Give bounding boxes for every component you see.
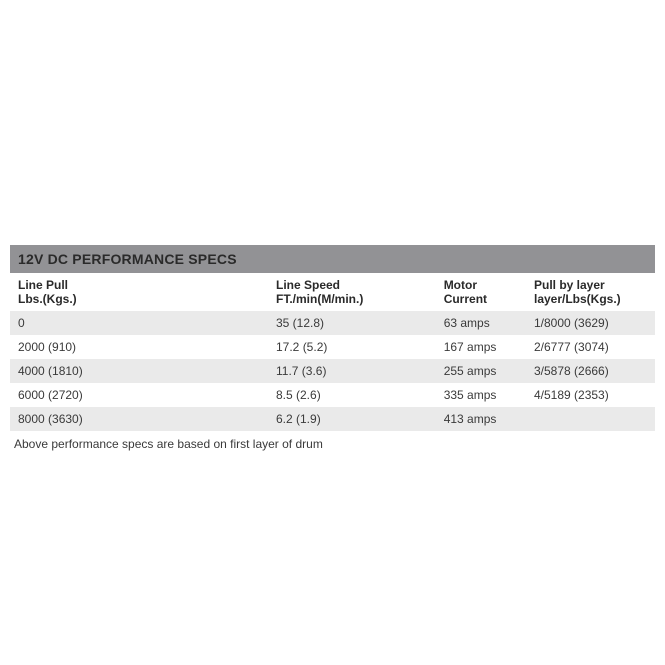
col-header-pull-by-layer: Pull by layer layer/Lbs(Kgs.)	[526, 273, 655, 311]
cell: 8.5 (2.6)	[268, 383, 436, 407]
col-header-line-speed: Line Speed FT./min(M/min.)	[268, 273, 436, 311]
cell: 11.7 (3.6)	[268, 359, 436, 383]
col-header-line-pull: Line Pull Lbs.(Kgs.)	[10, 273, 268, 311]
col-header-motor-current: Motor Current	[436, 273, 526, 311]
cell: 413 amps	[436, 407, 526, 431]
table-row: 4000 (1810) 11.7 (3.6) 255 amps 3/5878 (…	[10, 359, 655, 383]
header-text: Lbs.(Kgs.)	[18, 292, 77, 306]
cell: 6000 (2720)	[10, 383, 268, 407]
cell: 6.2 (1.9)	[268, 407, 436, 431]
header-text: Line Pull	[18, 278, 68, 292]
cell: 4000 (1810)	[10, 359, 268, 383]
spec-table-container: 12V DC PERFORMANCE SPECS Line Pull Lbs.(…	[10, 245, 655, 451]
cell: 167 amps	[436, 335, 526, 359]
table-row: 2000 (910) 17.2 (5.2) 167 amps 2/6777 (3…	[10, 335, 655, 359]
cell: 335 amps	[436, 383, 526, 407]
table-body: 0 35 (12.8) 63 amps 1/8000 (3629) 2000 (…	[10, 311, 655, 431]
cell: 0	[10, 311, 268, 335]
cell: 2000 (910)	[10, 335, 268, 359]
cell	[526, 407, 655, 431]
cell: 8000 (3630)	[10, 407, 268, 431]
header-text: FT./min(M/min.)	[276, 292, 363, 306]
header-row: Line Pull Lbs.(Kgs.) Line Speed FT./min(…	[10, 273, 655, 311]
cell: 4/5189 (2353)	[526, 383, 655, 407]
cell: 1/8000 (3629)	[526, 311, 655, 335]
header-text: Motor	[444, 278, 477, 292]
cell: 255 amps	[436, 359, 526, 383]
table-footnote: Above performance specs are based on fir…	[10, 431, 655, 451]
performance-table: Line Pull Lbs.(Kgs.) Line Speed FT./min(…	[10, 273, 655, 431]
table-row: 8000 (3630) 6.2 (1.9) 413 amps	[10, 407, 655, 431]
table-title: 12V DC PERFORMANCE SPECS	[10, 245, 655, 273]
cell: 63 amps	[436, 311, 526, 335]
header-text: Pull by layer	[534, 278, 605, 292]
header-text: layer/Lbs(Kgs.)	[534, 292, 621, 306]
table-row: 0 35 (12.8) 63 amps 1/8000 (3629)	[10, 311, 655, 335]
table-row: 6000 (2720) 8.5 (2.6) 335 amps 4/5189 (2…	[10, 383, 655, 407]
header-text: Line Speed	[276, 278, 340, 292]
cell: 17.2 (5.2)	[268, 335, 436, 359]
cell: 35 (12.8)	[268, 311, 436, 335]
header-text: Current	[444, 292, 487, 306]
cell: 2/6777 (3074)	[526, 335, 655, 359]
cell: 3/5878 (2666)	[526, 359, 655, 383]
